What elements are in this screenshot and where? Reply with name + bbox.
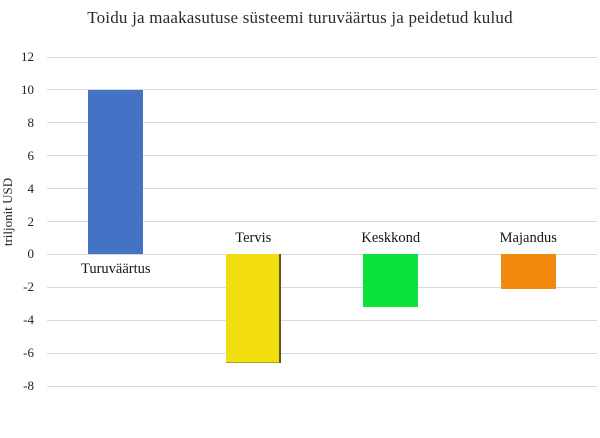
y-tick-label: 8 <box>27 114 35 130</box>
gridline <box>47 385 597 387</box>
y-tick-label: 4 <box>27 180 35 196</box>
gridline <box>47 188 597 190</box>
y-tick-label: -8 <box>23 378 34 393</box>
gridline <box>47 352 597 354</box>
y-tick-label: -6 <box>23 345 34 361</box>
gridline <box>47 122 597 124</box>
category-label-majandus: Majandus <box>499 230 557 247</box>
bar-keskkond <box>363 254 419 308</box>
bar-tervis <box>225 254 281 363</box>
y-tick-label: -2 <box>23 279 34 295</box>
gridline <box>47 221 597 222</box>
bar-turuvaartus <box>88 89 144 255</box>
y-axis-tick-labels: 12 10 8 6 4 2 0 -2 -4 -6 -8 <box>0 49 35 393</box>
y-tick-label: -4 <box>23 312 34 328</box>
category-label-turuvaartus: Turuväärtus <box>80 261 151 278</box>
y-tick-label: 6 <box>27 147 35 163</box>
chart-title: Toidu ja maakasutuse süsteemi turuväärtu… <box>87 8 513 27</box>
category-label-keskkond: Keskkond <box>361 230 421 247</box>
gridline <box>47 155 597 157</box>
gridline <box>47 89 597 91</box>
y-tick-label: 2 <box>27 213 35 229</box>
gridline <box>47 286 597 288</box>
y-tick-label: 12 <box>21 49 34 64</box>
y-tick-label: 0 <box>27 246 35 262</box>
category-label-tervis: Tervis <box>235 230 272 247</box>
gridline <box>47 253 597 255</box>
bar-majandus <box>500 254 556 289</box>
gridline <box>47 319 597 321</box>
gridline <box>47 56 597 58</box>
y-tick-label: 10 <box>21 81 34 97</box>
plot-area: Turuväärtus Tervis Keskkond Majandus <box>47 56 597 387</box>
